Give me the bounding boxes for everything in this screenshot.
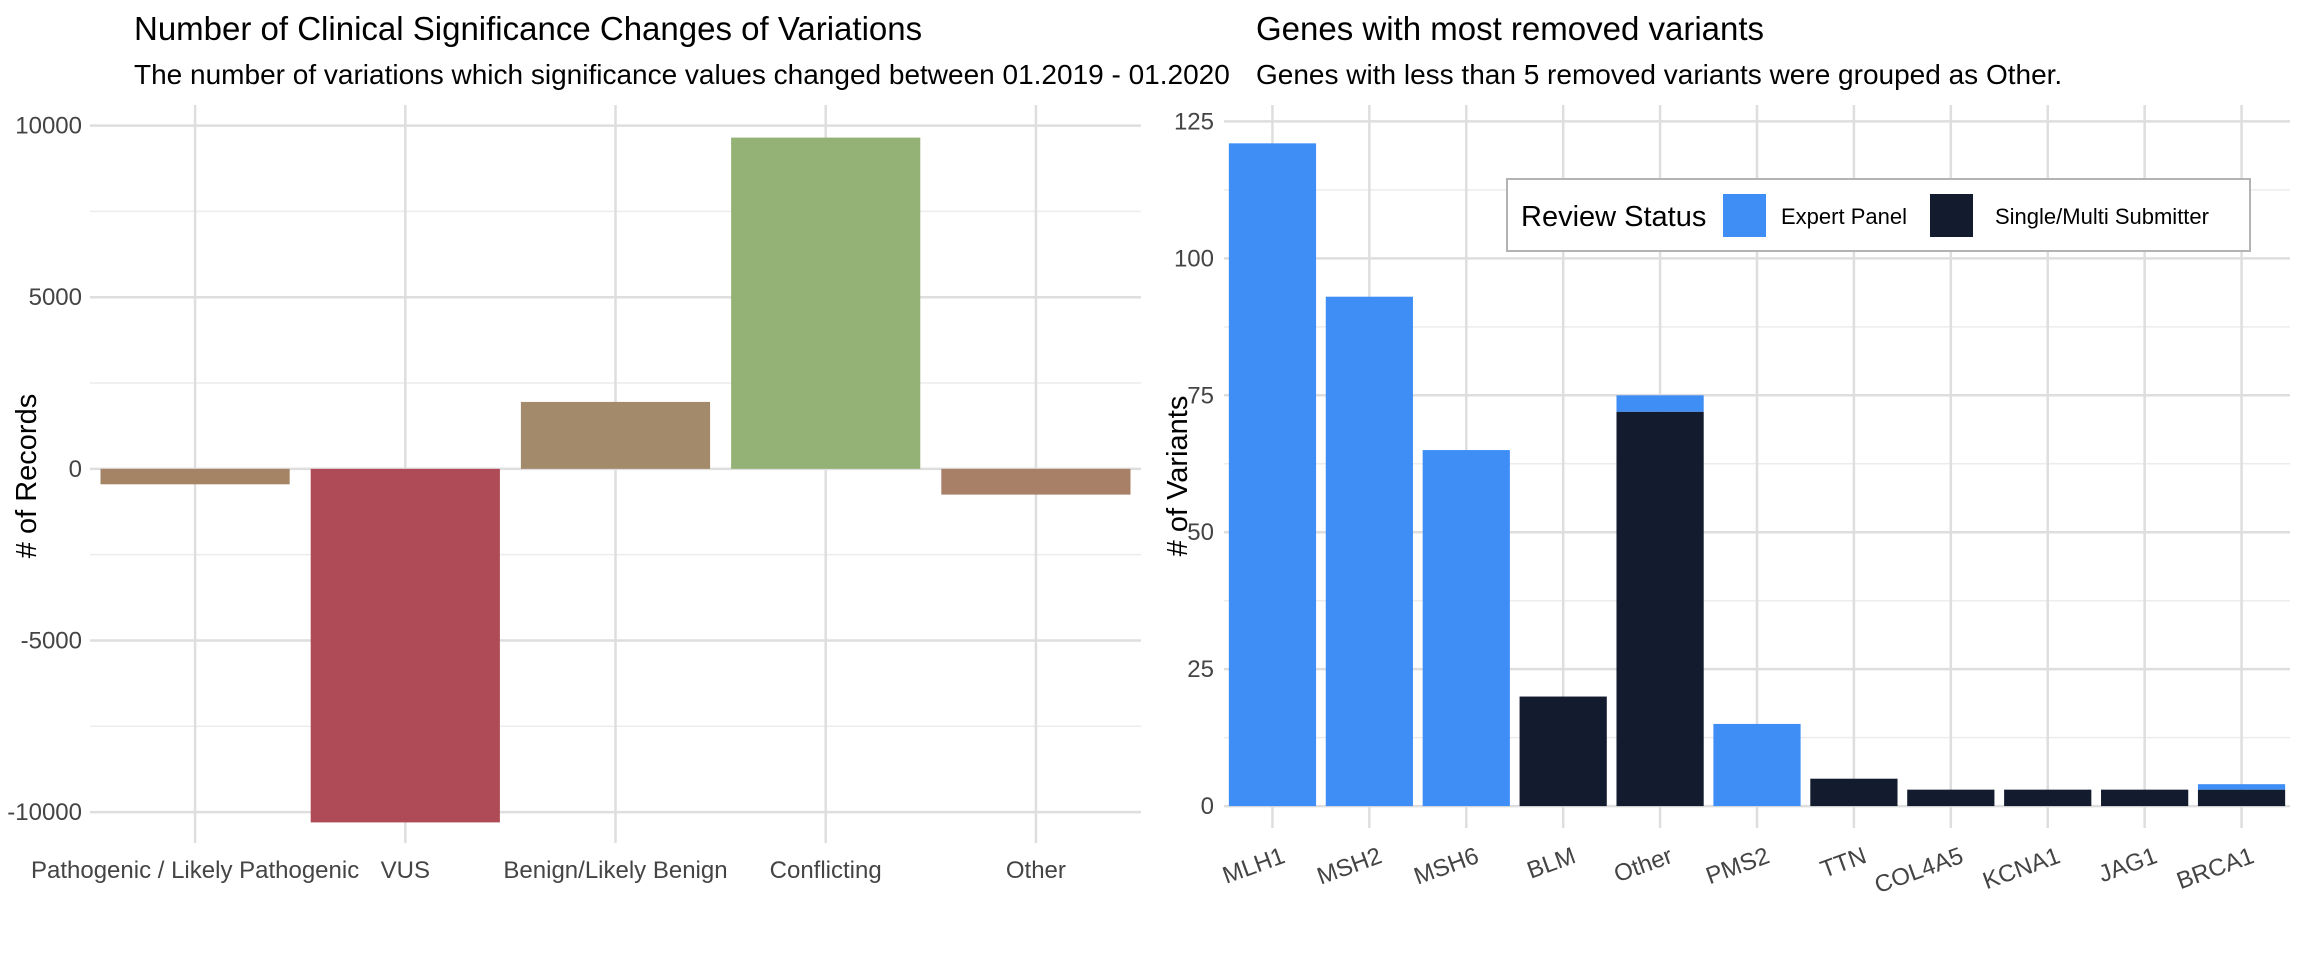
bar-other-single-multi-submitter (1616, 411, 1704, 807)
right-y-tick-label: 100 (1174, 245, 1214, 272)
right-x-tick-label-ttn: TTN (1817, 842, 1870, 883)
right-x-tick-label-other: Other (1610, 842, 1676, 888)
bar-mlh1-expert-panel (1228, 143, 1317, 807)
left-y-tick-label: 10000 (15, 113, 82, 140)
right-x-tick-label-pms2: PMS2 (1702, 842, 1773, 890)
bar-benign-likely-benign (520, 401, 711, 469)
bar-brca1-single-multi-submitter (2197, 789, 2286, 807)
right-x-tick-label-kcna1: KCNA1 (1979, 842, 2063, 895)
legend-title: Review Status (1521, 201, 1706, 233)
left-chart-title: Number of Clinical Significance Changes … (134, 10, 922, 47)
bar-pathogenic-likely-pathogenic (100, 468, 290, 485)
legend-swatch-expert-panel (1723, 194, 1766, 237)
right-bars (1228, 143, 2286, 807)
left-y-tick-label: 5000 (29, 284, 82, 311)
bar-msh2-expert-panel (1325, 296, 1413, 807)
right-y-tick-label: 75 (1187, 382, 1214, 409)
right-y-axis-title: # of Variants (1162, 396, 1194, 557)
left-chart-subtitle: The number of variations which significa… (134, 59, 1230, 90)
right-y-tick-label: 125 (1174, 108, 1214, 135)
right-x-tick-label-brca1: BRCA1 (2173, 842, 2257, 895)
left-x-tick-label-pathogenic-likely-pathogenic: Pathogenic / Likely Pathogenic (31, 857, 359, 884)
right-x-tick-label-col4a5: COL4A5 (1871, 842, 1967, 899)
left-x-tick-label-other: Other (1006, 857, 1066, 884)
left-y-tick-label: -10000 (7, 799, 82, 826)
right-chart-subtitle: Genes with less than 5 removed variants … (1256, 59, 2062, 90)
right-y-tick-label: 0 (1201, 793, 1214, 820)
left-chart: -10000 -5000 0 5000 10000 Pathogenic / Likel… (7, 10, 1230, 884)
bar-other (941, 468, 1131, 495)
right-x-tick-label-mlh1: MLH1 (1219, 842, 1288, 889)
bar-conflicting (731, 137, 921, 469)
right-x-tick-label-msh2: MSH2 (1314, 842, 1386, 890)
bar-col4a5-single-multi-submitter (1907, 789, 1995, 807)
legend-swatch-single-multi-submitter (1930, 194, 1973, 237)
right-y-tick-label: 50 (1187, 519, 1214, 546)
left-y-axis-title: # of Records (11, 394, 43, 558)
legend-box (1506, 178, 2251, 252)
right-x-tick-label-jag1: JAG1 (2095, 842, 2161, 888)
bar-msh6-expert-panel (1422, 450, 1510, 807)
bar-other-expert-panel (1616, 395, 1704, 412)
bar-vus (310, 468, 500, 823)
bar-ttn-single-multi-submitter (1810, 778, 1898, 807)
bar-kcna1-single-multi-submitter (2004, 789, 2092, 807)
left-y-tick-label: -5000 (21, 627, 82, 654)
left-y-tick-labels: -10000 -5000 0 5000 10000 (7, 113, 82, 827)
legend-label-expert-panel: Expert Panel (1781, 204, 1907, 229)
legend: Review Status Expert Panel Single/Multi … (1506, 178, 2251, 252)
right-y-tick-label: 25 (1187, 656, 1214, 683)
left-x-tick-labels: Pathogenic / Likely Pathogenic VUS Benign/… (31, 857, 1066, 884)
left-y-tick-label: 0 (69, 456, 82, 483)
right-x-tick-labels: MLH1 MSH2 MSH6 BLM Other PMS2 TTN COL4A5 KCNA1 JA… (1219, 842, 2257, 899)
bar-pms2-expert-panel (1713, 723, 1801, 807)
bar-jag1-single-multi-submitter (2101, 789, 2189, 807)
right-chart-title: Genes with most removed variants (1256, 10, 1764, 47)
right-y-tick-labels: 0 25 50 75 100 125 (1174, 108, 1214, 820)
left-x-tick-label-benign-likely-benign: Benign/Likely Benign (503, 857, 727, 884)
bar-blm-single-multi-submitter (1519, 696, 1607, 807)
left-x-tick-label-vus: VUS (381, 857, 430, 884)
left-x-tick-label-conflicting: Conflicting (770, 857, 882, 884)
right-x-tick-label-blm: BLM (1524, 842, 1580, 884)
right-chart: 0 25 50 75 100 125 MLH1 MSH2 MSH6 BLM Other PMS2 TT… (1162, 10, 2290, 899)
legend-label-single-multi-submitter: Single/Multi Submitter (1995, 204, 2209, 229)
right-x-tick-label-msh6: MSH6 (1410, 842, 1482, 890)
bar-brca1-expert-panel (2197, 784, 2286, 790)
left-bars (100, 137, 1131, 823)
